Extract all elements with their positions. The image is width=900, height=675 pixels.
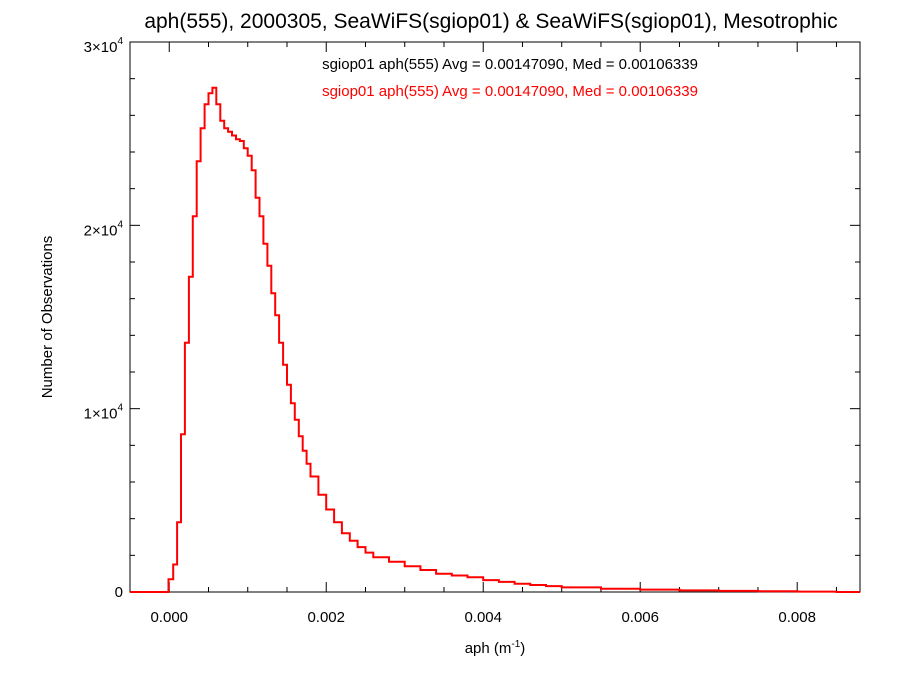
y-tick-label-exp: 4	[117, 403, 123, 414]
x-tick-label: 0.004	[464, 609, 502, 626]
x-axis-label-exp: -1	[511, 639, 520, 650]
x-tick-label: 0.006	[621, 609, 659, 626]
y-tick-label: 2×104	[84, 219, 124, 239]
y-axis-label: Number of Observations	[39, 236, 56, 399]
x-axis-label-close: )	[520, 640, 525, 657]
y-tick-label: 1×104	[84, 403, 124, 423]
y-tick-label-base: 1×10	[84, 406, 118, 423]
y-tick-label-exp: 4	[117, 219, 123, 230]
x-axis-ticks: 0.000 0.002 0.004 0.006 0.008	[129, 42, 837, 626]
plot-frame	[129, 41, 861, 593]
legend-entry-1: sgiop01 aph(555) Avg = 0.00147090, Med =…	[322, 56, 698, 73]
x-axis-label: aph (m-1)	[465, 639, 526, 657]
x-axis-label-text: aph (m	[465, 640, 512, 657]
x-tick-label: 0.002	[307, 609, 345, 626]
histogram-series-line	[130, 86, 860, 593]
y-tick-label-base: 3×10	[84, 39, 118, 56]
y-tick-label-base: 2×10	[84, 222, 118, 239]
y-tick-label-exp: 4	[117, 36, 123, 47]
x-tick-label: 0.000	[150, 609, 188, 626]
x-tick-label: 0.008	[778, 609, 816, 626]
chart-title: aph(555), 2000305, SeaWiFS(sgiop01) & Se…	[144, 10, 837, 33]
y-tick-label: 3×104	[84, 36, 124, 56]
legend-entry-2: sgiop01 aph(555) Avg = 0.00147090, Med =…	[322, 83, 698, 100]
y-tick-label: 0	[115, 584, 123, 601]
